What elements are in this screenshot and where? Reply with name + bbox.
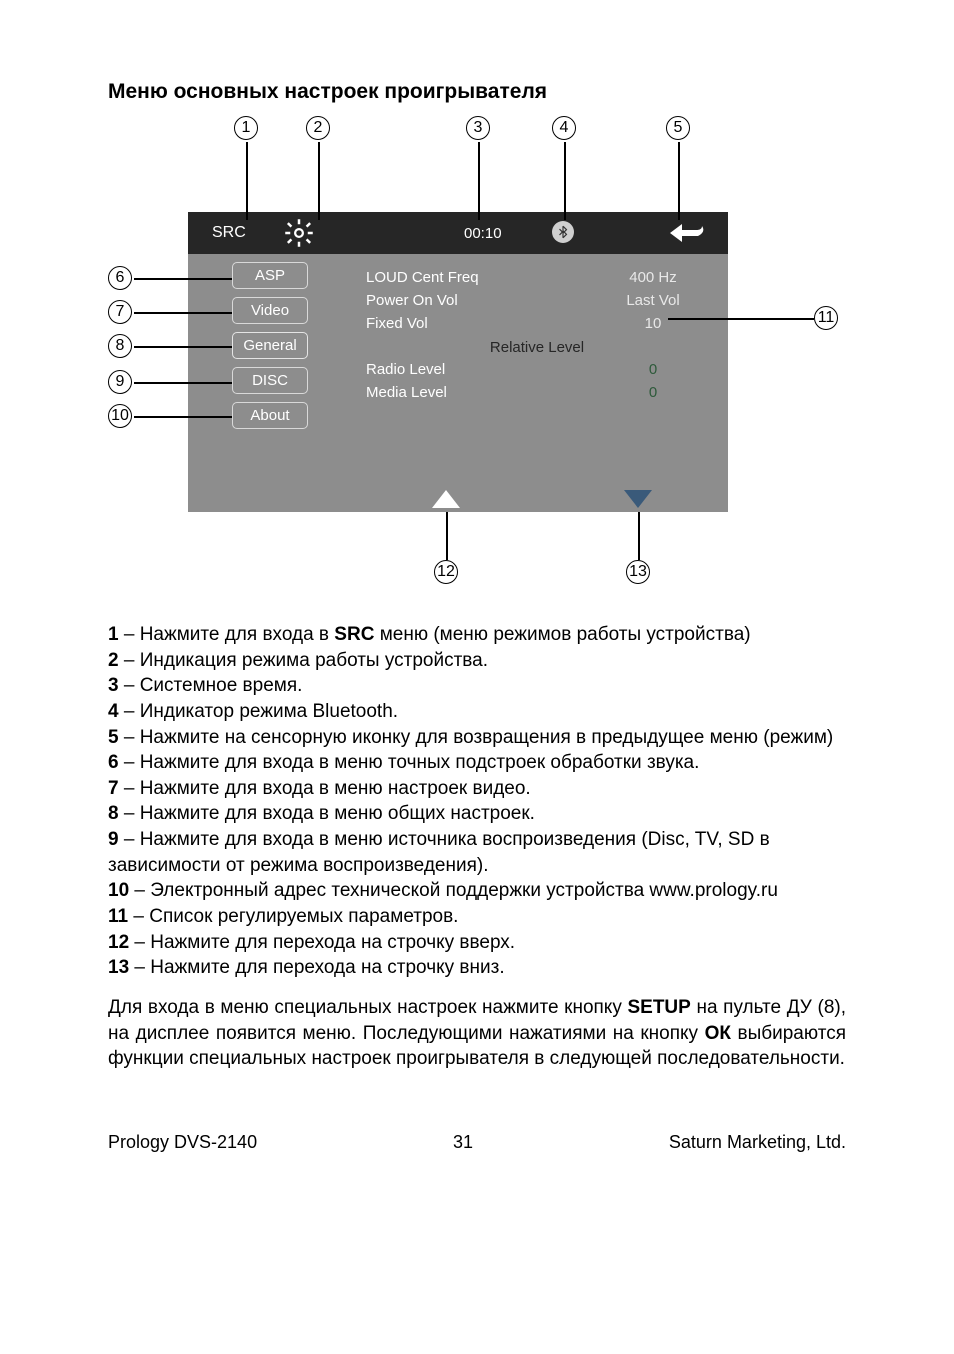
callout-line xyxy=(134,312,232,314)
diagram: SRC 00:10 ASP Video General DISC About L… xyxy=(108,112,848,592)
setting-value: 0 xyxy=(598,384,708,401)
legend-item: 4 – Индикатор режима Bluetooth. xyxy=(108,699,846,725)
callout-13: 13 xyxy=(626,560,650,584)
side-item-general[interactable]: General xyxy=(232,332,308,359)
setting-row[interactable]: Power On Vol Last Vol xyxy=(366,289,708,312)
callout-5: 5 xyxy=(666,116,690,140)
setting-label: LOUD Cent Freq xyxy=(366,269,479,286)
callout-2: 2 xyxy=(306,116,330,140)
legend-item: 7 – Нажмите для входа в меню настроек ви… xyxy=(108,776,846,802)
callout-line xyxy=(134,278,232,280)
setting-value: 400 Hz xyxy=(598,269,708,286)
side-menu: ASP Video General DISC About xyxy=(188,262,352,437)
back-icon[interactable] xyxy=(668,220,708,248)
callout-line xyxy=(638,512,640,560)
src-button[interactable]: SRC xyxy=(212,224,246,242)
page-footer: Prology DVS-2140 31 Saturn Marketing, Lt… xyxy=(108,1132,846,1153)
arrow-up-icon[interactable] xyxy=(432,490,460,508)
legend-item: 1 – Нажмите для входа в SRC меню (меню р… xyxy=(108,622,846,648)
callout-1: 1 xyxy=(234,116,258,140)
callout-7: 7 xyxy=(108,300,132,324)
setting-value: 0 xyxy=(598,361,708,378)
setting-label: Power On Vol xyxy=(366,292,458,309)
setting-label: Media Level xyxy=(366,384,447,401)
callout-11: 11 xyxy=(814,306,838,330)
legend-item: 13 – Нажмите для перехода на строчку вни… xyxy=(108,955,846,981)
side-item-disc[interactable]: DISC xyxy=(232,367,308,394)
callout-9: 9 xyxy=(108,370,132,394)
callout-10: 10 xyxy=(108,404,132,428)
callout-line xyxy=(446,512,448,560)
legend-item: 10 – Электронный адрес технической подде… xyxy=(108,878,846,904)
setting-row[interactable]: Radio Level 0 xyxy=(366,358,708,381)
footer-left: Prology DVS-2140 xyxy=(108,1132,257,1153)
page-title: Меню основных настроек проигрывателя xyxy=(108,80,846,104)
callout-line xyxy=(564,142,566,220)
callout-line xyxy=(134,346,232,348)
instruction-paragraph: Для входа в меню специальных настроек на… xyxy=(108,995,846,1072)
settings-panel: LOUD Cent Freq 400 Hz Power On Vol Last Vo… xyxy=(366,266,708,404)
callout-line xyxy=(668,318,814,320)
callout-4: 4 xyxy=(552,116,576,140)
callout-12: 12 xyxy=(434,560,458,584)
legend-item: 9 – Нажмите для входа в меню источника в… xyxy=(108,827,846,878)
callout-6: 6 xyxy=(108,266,132,290)
setting-row[interactable]: LOUD Cent Freq 400 Hz xyxy=(366,266,708,289)
bluetooth-icon xyxy=(552,221,574,243)
arrow-down-icon[interactable] xyxy=(624,490,652,508)
side-item-video[interactable]: Video xyxy=(232,297,308,324)
setting-label: Radio Level xyxy=(366,361,445,378)
clock-label: 00:10 xyxy=(464,225,502,242)
gear-icon[interactable] xyxy=(284,218,314,248)
legend-list: 1 – Нажмите для входа в SRC меню (меню р… xyxy=(108,622,846,981)
callout-8: 8 xyxy=(108,334,132,358)
callout-line xyxy=(134,416,232,418)
setting-row[interactable]: Fixed Vol10 xyxy=(366,312,708,335)
legend-item: 2 – Индикация режима работы устройства. xyxy=(108,648,846,674)
legend-item: 6 – Нажмите для входа в меню точных подс… xyxy=(108,750,846,776)
callout-line xyxy=(134,382,232,384)
side-item-about[interactable]: About xyxy=(232,402,308,429)
side-item-asp[interactable]: ASP xyxy=(232,262,308,289)
setting-row[interactable]: Media Level 0 xyxy=(366,381,708,404)
setting-value: Last Vol xyxy=(598,292,708,309)
legend-item: 12 – Нажмите для перехода на строчку вве… xyxy=(108,930,846,956)
callout-3: 3 xyxy=(466,116,490,140)
section-label: Relative Level xyxy=(366,339,708,356)
callout-line xyxy=(478,142,480,220)
top-bar: SRC 00:10 xyxy=(188,212,728,254)
callout-line xyxy=(318,142,320,220)
legend-item: 8 – Нажмите для входа в меню общих настр… xyxy=(108,801,846,827)
callout-line xyxy=(678,142,680,220)
callout-line xyxy=(246,142,248,220)
legend-item: 5 – Нажмите на сенсорную иконку для возв… xyxy=(108,725,846,751)
setting-label: Fixed Vol xyxy=(366,315,428,332)
legend-item: 11 – Список регулируемых параметров. xyxy=(108,904,846,930)
footer-right: Saturn Marketing, Ltd. xyxy=(669,1132,846,1153)
footer-page-number: 31 xyxy=(453,1132,473,1153)
legend-item: 3 – Системное время. xyxy=(108,673,846,699)
